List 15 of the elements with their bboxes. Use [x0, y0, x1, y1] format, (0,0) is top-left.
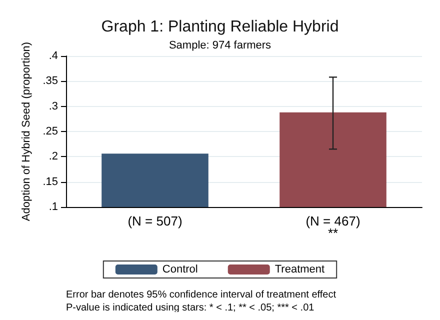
- chart-title: Graph 1: Planting Reliable Hybrid: [101, 18, 339, 36]
- y-axis-title: Adoption of Hybrid Seed (proportion): [20, 42, 32, 222]
- y-tick-label: .25: [42, 126, 58, 138]
- legend-label: Control: [162, 264, 198, 276]
- y-tick-label: .4: [48, 50, 58, 62]
- legend-label: Treatment: [274, 264, 325, 276]
- y-tick-label: .2: [48, 150, 58, 163]
- text: Error bar denotes 95% confidence interval of treatment effect: [66, 290, 336, 300]
- y-tick-label: .35: [42, 75, 58, 88]
- y-tick-label: .3: [48, 100, 58, 112]
- y-tick-label: .1: [48, 201, 58, 213]
- y-tick-label: .15: [42, 176, 58, 188]
- chart-subtitle: Sample: 974 farmers: [168, 40, 272, 52]
- x-tick-label: (N = 507): [128, 214, 182, 228]
- x-tick-label: (N = 467) **: [306, 214, 360, 240]
